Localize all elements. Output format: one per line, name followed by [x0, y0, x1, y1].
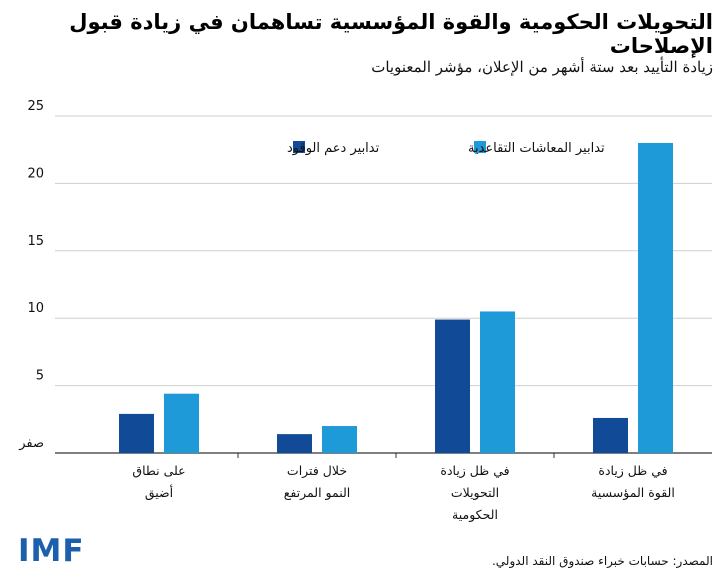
bars — [119, 142, 673, 453]
legend-label: تدابير دعم الوقود — [287, 141, 380, 156]
bar-fuel-1 — [277, 434, 312, 453]
chart-title: التحويلات الحكومية والقوة المؤسسية تساهم… — [69, 10, 713, 58]
y-tick-label: 10 — [27, 301, 44, 316]
bar-fuel-2 — [435, 319, 470, 453]
y-tick-label: 15 — [27, 234, 44, 249]
chart-subtitle: زيادة التأييد بعد ستة أشهر من الإعلان، م… — [371, 58, 713, 76]
x-tick-label: في ظل زيادة القوة المؤسسية — [591, 463, 675, 501]
y-tick-label: 5 — [36, 369, 44, 384]
x-tick-label: في ظل زيادة التحويلات الحكومية — [440, 463, 509, 523]
x-tick-label: على نطاق أضيق — [132, 463, 185, 501]
bar-fuel-3 — [593, 417, 628, 453]
bar-pension-3 — [638, 142, 673, 453]
bar-pension-2 — [480, 311, 515, 453]
source-note: المصدر: حسابات خبراء صندوق النقد الدولي. — [491, 554, 713, 568]
y-tick-label: 20 — [27, 166, 44, 181]
imf-logo: IMF — [18, 533, 85, 569]
legend-swatch — [474, 141, 486, 153]
y-tick-label: 25 — [27, 99, 44, 114]
bar-pension-0 — [164, 393, 199, 453]
bar-pension-1 — [322, 426, 357, 453]
y-axis-ticks: صفر 5 10 15 20 25 — [18, 99, 44, 451]
y-tick-label: صفر — [18, 436, 44, 451]
legend: تدابير المعاشات التقاعدية تدابير دعم الوق… — [287, 141, 605, 156]
gridlines — [55, 115, 712, 458]
legend-label: تدابير المعاشات التقاعدية — [468, 141, 605, 156]
bar-fuel-0 — [119, 413, 154, 453]
legend-swatch — [293, 141, 305, 153]
x-axis-labels: على نطاق أضيق خلال فترات النمو المرتفع في ظل… — [132, 463, 674, 523]
x-tick-label: خلال فترات النمو المرتفع — [284, 463, 351, 501]
